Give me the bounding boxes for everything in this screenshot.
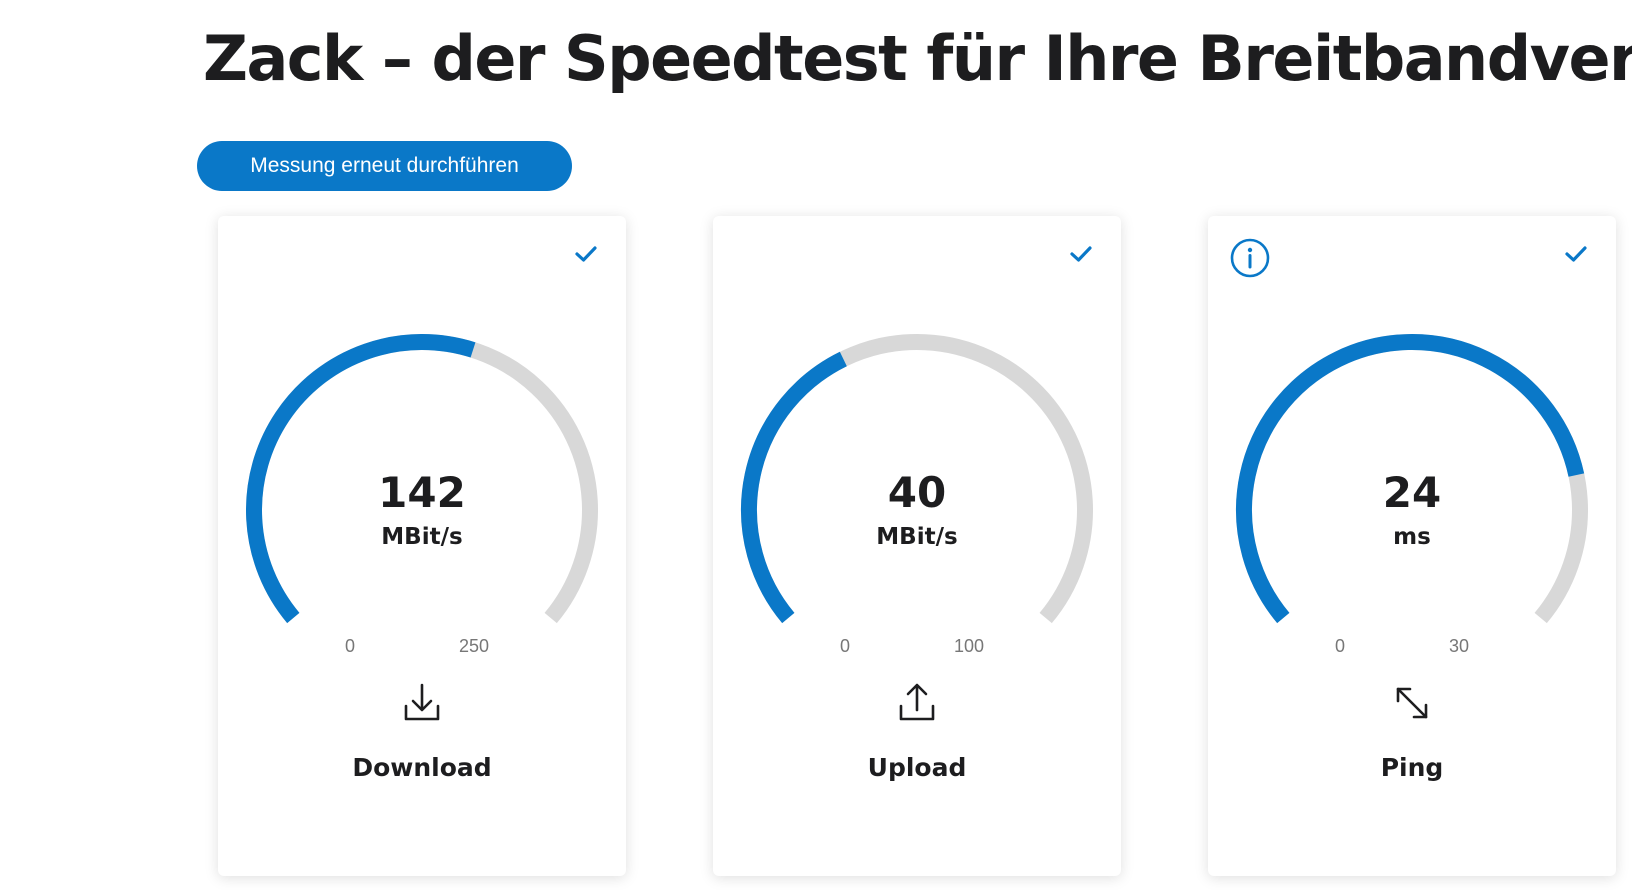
upload-icon — [899, 683, 935, 721]
gauge-max-label: 250 — [459, 636, 490, 656]
upload-card: 40 MBit/s 0 100 Upload — [713, 216, 1121, 876]
gauge-max-label: 30 — [1449, 636, 1470, 656]
ping-value: 24 — [1382, 468, 1442, 517]
upload-label: Upload — [867, 753, 967, 782]
gauge-fill — [246, 334, 476, 624]
gauge-min-label: 0 — [345, 636, 356, 656]
upload-gauge — [741, 334, 1093, 624]
gauge-fill — [1236, 334, 1585, 624]
download-gauge — [246, 334, 598, 624]
download-unit: MBit/s — [381, 524, 463, 550]
rerun-measurement-button[interactable]: Messung erneut durchführen — [197, 141, 572, 191]
gauge-max-label: 100 — [954, 636, 985, 656]
download-label: Download — [352, 753, 492, 782]
ping-unit: ms — [1393, 524, 1431, 550]
ping-label: Ping — [1380, 753, 1444, 782]
gauge-fill — [741, 351, 847, 624]
ping-gauge — [1236, 334, 1588, 624]
check-icon — [575, 246, 597, 262]
ping-arrows-icon — [1396, 687, 1428, 719]
info-icon[interactable] — [1228, 236, 1272, 280]
ping-card: 24 ms 0 30 Ping — [1208, 216, 1616, 876]
gauge-min-label: 0 — [840, 636, 851, 656]
download-icon — [404, 683, 440, 721]
check-icon — [1565, 246, 1587, 262]
page-title: Zack – der Speedtest für Ihre Breitbandv… — [203, 22, 1632, 95]
upload-value: 40 — [887, 468, 947, 517]
download-value: 142 — [378, 468, 466, 517]
download-card: 142 MBit/s 0 250 Download — [218, 216, 626, 876]
gauge-min-label: 0 — [1335, 636, 1346, 656]
upload-unit: MBit/s — [876, 524, 958, 550]
check-icon — [1070, 246, 1092, 262]
